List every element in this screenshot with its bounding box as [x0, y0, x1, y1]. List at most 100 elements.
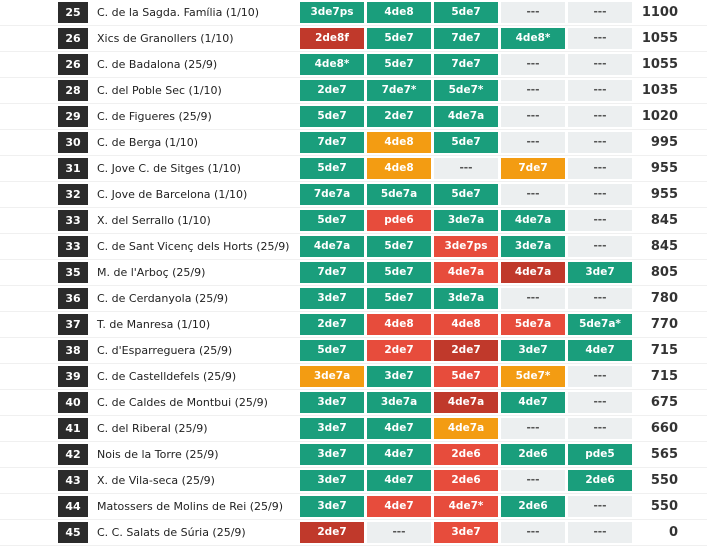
- attempt-cell: 7de7: [434, 28, 498, 49]
- table-row: 30 C. de Berga (1/10) 7de7 4de8 5de7 --- --- 99…: [0, 130, 707, 156]
- attempt-cell: ---: [501, 470, 565, 491]
- rank-badge: 39: [58, 366, 88, 387]
- rank-badge: 44: [58, 496, 88, 517]
- team-name: C. Jove de Barcelona (1/10): [97, 188, 248, 201]
- attempt-cell: ---: [501, 418, 565, 439]
- rank-badge: 25: [58, 2, 88, 23]
- attempt-cell: 4de7: [367, 470, 431, 491]
- attempt-cell: 7de7: [501, 158, 565, 179]
- attempt-cell: 4de8: [367, 314, 431, 335]
- attempt-cell: 7de7: [300, 132, 364, 153]
- attempt-cell: 4de8: [434, 314, 498, 335]
- team-name: Nois de la Torre (25/9): [97, 448, 219, 461]
- attempt-cell: 5de7: [300, 106, 364, 127]
- attempt-cell: ---: [434, 158, 498, 179]
- rank-badge: 29: [58, 106, 88, 127]
- attempt-cell: ---: [568, 366, 632, 387]
- table-row: 29 C. de Figueres (25/9) 5de7 2de7 4de7a --- -…: [0, 104, 707, 130]
- points: 955: [650, 187, 678, 202]
- attempt-cell: 4de8: [367, 132, 431, 153]
- attempt-cell: 2de6: [434, 470, 498, 491]
- attempt-cell: 5de7: [367, 28, 431, 49]
- attempt-cell: 4de7a: [300, 236, 364, 257]
- attempt-cell: 2de6: [501, 444, 565, 465]
- rank-badge: 38: [58, 340, 88, 361]
- attempt-cell: ---: [568, 288, 632, 309]
- attempt-cell: 4de7a: [434, 392, 498, 413]
- table-row: 26 Xics de Granollers (1/10) 2de8f 5de7 7de7…: [0, 26, 707, 52]
- attempt-cell: 5de7a: [501, 314, 565, 335]
- attempt-cell: 4de7: [501, 392, 565, 413]
- attempt-cell: 3de7a: [501, 236, 565, 257]
- attempt-cell: 4de8*: [300, 54, 364, 75]
- rank-badge: 28: [58, 80, 88, 101]
- attempt-cell: ---: [501, 106, 565, 127]
- rank-badge: 30: [58, 132, 88, 153]
- attempt-cell: ---: [501, 2, 565, 23]
- attempt-cell: ---: [568, 80, 632, 101]
- attempt-cell: ---: [501, 522, 565, 543]
- attempt-cell: ---: [568, 132, 632, 153]
- table-row: 39 C. de Castelldefels (25/9) 3de7a 3de7 5de…: [0, 364, 707, 390]
- attempt-cell: ---: [568, 496, 632, 517]
- table-row: 33 X. del Serrallo (1/10) 5de7 pde6 3de7a 4de…: [0, 208, 707, 234]
- team-name: C. del Poble Sec (1/10): [97, 84, 222, 97]
- attempt-cell: 4de7: [367, 444, 431, 465]
- attempt-cell: 5de7: [367, 54, 431, 75]
- team-name: C. C. Salats de Súria (25/9): [97, 526, 246, 539]
- rank-badge: 36: [58, 288, 88, 309]
- points: 1055: [641, 57, 678, 72]
- team-name: C. de Figueres (25/9): [97, 110, 212, 123]
- attempt-cell: 3de7: [300, 496, 364, 517]
- attempt-cell: 3de7: [300, 392, 364, 413]
- table-row: 37 T. de Manresa (1/10) 2de7 4de8 4de8 5de7a 5…: [0, 312, 707, 338]
- attempt-cell: 5de7: [300, 158, 364, 179]
- attempt-cell: 2de7: [300, 522, 364, 543]
- team-name: C. de la Sagda. Família (1/10): [97, 6, 260, 19]
- attempt-cell: 4de7a: [501, 262, 565, 283]
- rank-badge: 35: [58, 262, 88, 283]
- attempt-cell: 3de7: [300, 418, 364, 439]
- attempt-cell: 4de8: [367, 2, 431, 23]
- points: 845: [650, 239, 678, 254]
- rank-badge: 26: [58, 54, 88, 75]
- rank-badge: 45: [58, 522, 88, 543]
- team-name: Matossers de Molins de Rei (25/9): [97, 500, 284, 513]
- attempt-cell: 2de6: [568, 470, 632, 491]
- attempt-cell: ---: [568, 184, 632, 205]
- team-name: C. de Caldes de Montbui (25/9): [97, 396, 268, 409]
- table-row: 40 C. de Caldes de Montbui (25/9) 3de7 3de7…: [0, 390, 707, 416]
- attempt-cell: 3de7: [501, 340, 565, 361]
- attempt-cell: 4de7: [568, 340, 632, 361]
- attempt-cell: ---: [568, 236, 632, 257]
- attempt-cell: pde6: [367, 210, 431, 231]
- team-name: C. de Castelldefels (25/9): [97, 370, 237, 383]
- attempt-cell: ---: [568, 106, 632, 127]
- rank-badge: 42: [58, 444, 88, 465]
- attempt-cell: 4de7a: [434, 106, 498, 127]
- attempt-cell: 7de7: [434, 54, 498, 75]
- points: 1020: [641, 109, 678, 124]
- points: 565: [650, 447, 678, 462]
- table-row: 26 C. de Badalona (25/9) 4de8* 5de7 7de7 --- -…: [0, 52, 707, 78]
- attempt-cell: 3de7a: [300, 366, 364, 387]
- attempt-cell: ---: [501, 54, 565, 75]
- attempt-cell: ---: [568, 54, 632, 75]
- attempt-cell: 3de7: [434, 522, 498, 543]
- attempt-cell: 3de7ps: [300, 2, 364, 23]
- attempt-cell: 3de7a: [434, 210, 498, 231]
- points: 1035: [641, 83, 678, 98]
- attempt-cell: 4de7: [367, 496, 431, 517]
- attempt-cell: 4de8: [367, 158, 431, 179]
- attempt-cell: 2de7: [367, 106, 431, 127]
- team-name: T. de Manresa (1/10): [97, 318, 211, 331]
- rank-badge: 40: [58, 392, 88, 413]
- attempt-cell: 4de7a: [501, 210, 565, 231]
- team-name: C. de Berga (1/10): [97, 136, 199, 149]
- attempt-cell: ---: [568, 2, 632, 23]
- attempt-cell: ---: [501, 132, 565, 153]
- rank-badge: 26: [58, 28, 88, 49]
- attempt-cell: 4de8*: [501, 28, 565, 49]
- attempt-cell: 3de7ps: [434, 236, 498, 257]
